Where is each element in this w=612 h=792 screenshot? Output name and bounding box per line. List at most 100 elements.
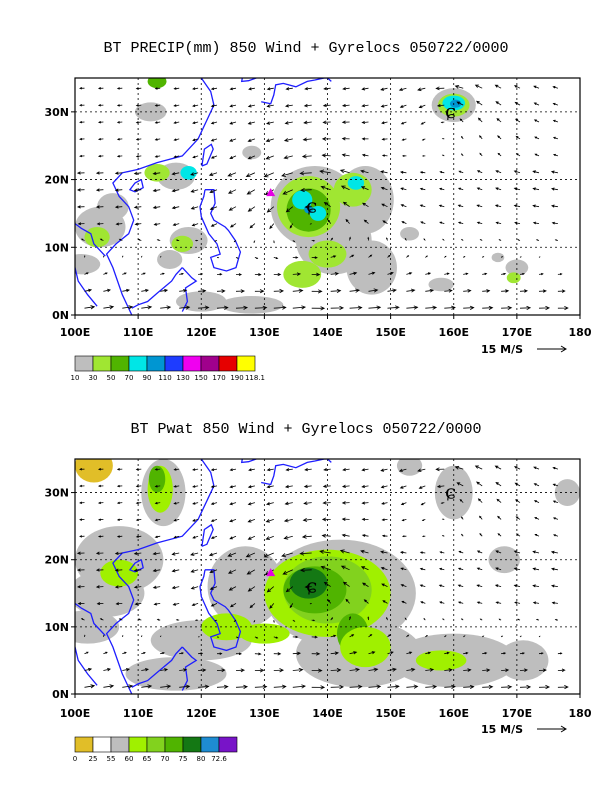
wind-vector: [175, 239, 180, 242]
wind-vector: [421, 155, 426, 157]
wind-vector: [76, 551, 85, 555]
wind-vector: [156, 239, 161, 241]
wind-vector: [135, 87, 142, 90]
wind-vector: [122, 668, 131, 672]
wind-vector: [380, 186, 388, 191]
wind-vector: [160, 652, 165, 655]
wind-vector: [229, 519, 237, 523]
wind-vector: [349, 271, 358, 276]
shaded-field: [75, 254, 101, 275]
shaded-field: [400, 226, 420, 241]
wind-vector: [457, 601, 464, 604]
wind-vector: [399, 551, 407, 554]
wind-vector: [406, 684, 419, 689]
wind-vector: [501, 289, 510, 293]
wind-vector: [135, 138, 142, 141]
wind-vector: [160, 684, 172, 689]
latitude-label: 30N: [44, 106, 69, 119]
wind-vector: [368, 684, 382, 689]
wind-vector: [535, 618, 540, 621]
colorbar-swatch: [200, 736, 220, 753]
wind-vector: [210, 104, 218, 108]
wind-vector: [121, 255, 124, 258]
wind-vector: [330, 634, 337, 638]
wind-vector: [381, 121, 388, 125]
wind-vector: [172, 602, 180, 606]
wind-vector: [190, 206, 199, 210]
colorbar-swatch: [218, 736, 238, 753]
colorbar-swatch: [164, 355, 184, 372]
wind-vector: [463, 651, 469, 655]
wind-vector: [116, 484, 123, 488]
wind-vector: [421, 519, 426, 521]
wind-vector: [476, 187, 483, 191]
wind-vector: [173, 104, 180, 107]
wind-vector: [247, 121, 256, 125]
wind-vector: [152, 188, 161, 193]
coastline: [181, 267, 198, 312]
wind-vector: [519, 635, 522, 638]
wind-vector: [210, 603, 218, 607]
wind-vector: [209, 569, 218, 574]
wind-vector: [442, 618, 445, 621]
wind-vector: [381, 137, 388, 141]
wind-vector: [501, 668, 510, 672]
wind-vector: [552, 517, 559, 520]
wind-vector: [179, 289, 188, 293]
wind-vector: [171, 552, 180, 556]
wind-vector: [292, 635, 299, 639]
wind-vector: [532, 567, 540, 571]
wind-vector: [135, 155, 142, 158]
wind-vector: [533, 119, 540, 123]
wind-vector: [192, 155, 199, 159]
wind-vector: [341, 484, 350, 488]
wind-vector: [482, 272, 488, 276]
wind-vector: [179, 668, 188, 672]
wind-vector: [210, 535, 218, 539]
wind-vector: [141, 651, 146, 655]
wind-vector: [115, 222, 123, 226]
wind-vector: [444, 272, 450, 276]
map-panel-pwat: ɕ ɕ 30N 20N 10N 0N 100E 110E 120E 130E 140E 150E 160…: [44, 458, 592, 763]
wind-vector: [380, 566, 388, 571]
wind-vector: [292, 651, 302, 656]
wind-vector: [550, 584, 558, 588]
wind-vector: [404, 237, 407, 241]
wind-vector: [557, 668, 566, 673]
wind-vector: [361, 517, 369, 521]
wind-vector: [249, 223, 256, 229]
wind-vector: [116, 104, 123, 107]
wind-vector: [118, 618, 123, 621]
wind-vector: [460, 135, 464, 140]
wind-vector: [551, 204, 558, 208]
wind-vector: [227, 552, 237, 557]
gyre-location-icon: ɕ: [306, 574, 317, 598]
wind-vector: [273, 668, 285, 673]
wind-vector: [398, 468, 407, 472]
wind-vector: [135, 518, 142, 522]
wind-vector: [538, 289, 547, 293]
wind-vector: [116, 468, 123, 471]
wind-vector: [283, 138, 293, 142]
wind-vector: [254, 668, 265, 673]
shaded-field: [434, 465, 473, 520]
coastline: [199, 189, 242, 272]
wind-vector: [321, 153, 331, 158]
wind-vector: [532, 170, 540, 174]
wind-vector: [84, 684, 96, 689]
wind-vector: [116, 87, 123, 90]
wind-vector: [340, 185, 350, 191]
wind-vector: [135, 104, 142, 107]
wind-vector: [513, 170, 521, 174]
wind-vector: [399, 170, 407, 174]
wind-vector: [192, 519, 199, 522]
wind-vector: [173, 155, 180, 158]
wind-vector: [154, 518, 161, 522]
wind-vector: [532, 204, 540, 208]
wind-vector: [79, 120, 85, 124]
wind-vector: [292, 272, 302, 276]
wind-vector: [114, 205, 123, 209]
wind-vector: [140, 635, 143, 638]
wind-vector: [349, 254, 355, 258]
wind-vector: [173, 468, 180, 471]
